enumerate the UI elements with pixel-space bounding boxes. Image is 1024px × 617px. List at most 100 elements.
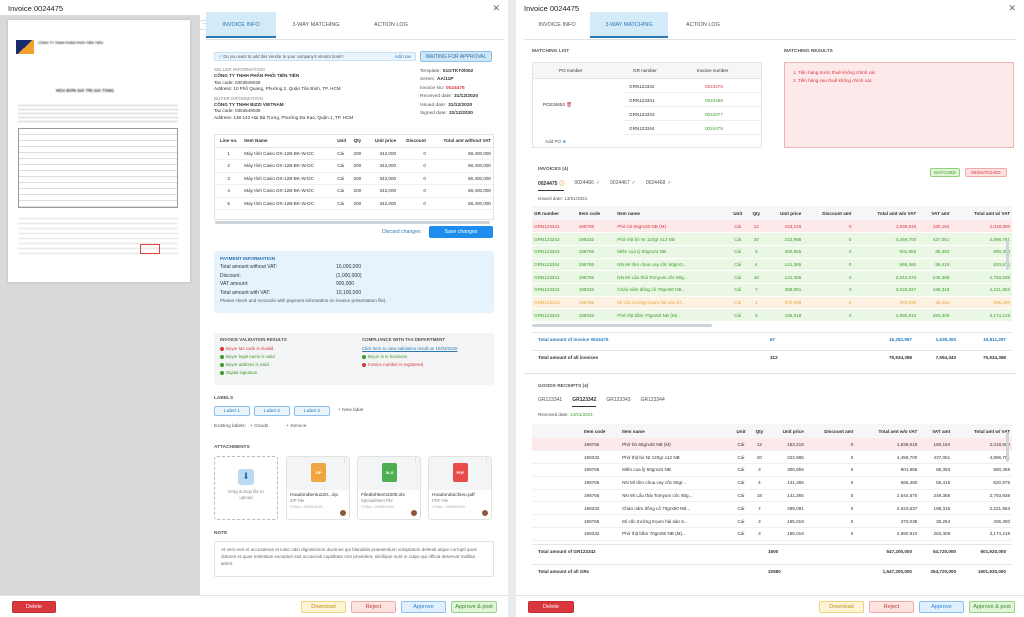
invoice-lines-scrollbar[interactable] [532, 324, 712, 327]
table-row[interactable]: 198332 Phở thịt bằm 70grx50 NB (M)... Cái 3… [532, 528, 1012, 541]
invoice-tab[interactable]: 0024467 ✓ [610, 180, 636, 191]
close-icon[interactable]: ✕ [492, 3, 500, 13]
file-menu-icon[interactable]: ⋮ [413, 458, 418, 464]
invoice-tab-label: 0024475 [538, 181, 558, 187]
save-changes-button[interactable]: Save changes [429, 226, 493, 238]
table-row[interactable]: 198765 Miến cua lý 50grx24 NB Cái 3 300,655 0… [532, 464, 1012, 477]
file-menu-icon[interactable]: ⋮ [484, 458, 489, 464]
table-cell: 2,221,953 [989, 505, 1010, 511]
table-row[interactable]: 5 Máy tính Casio DX-12B-BK-W-DC Cái 200 342,… [215, 197, 493, 210]
invoice-number-link[interactable]: 0024477 [705, 112, 723, 117]
attachment-card[interactable]: PDF ⋮ Hoadondoichieu.pdf PDF File 179kb • 20… [428, 456, 492, 520]
all-invoices-qty: 312 [770, 355, 778, 360]
gr-number: GRN123344 [629, 126, 655, 131]
table-cell: 198332 [578, 287, 595, 293]
attachment-dropzone[interactable]: ⬇ Drag & drop file to upload [214, 456, 278, 520]
invoice-number-link[interactable]: 0024466 [705, 98, 723, 103]
delete-button[interactable]: Delete [12, 601, 56, 613]
table-row[interactable]: GRN123342 198332 Cháo nấm đông cô 70grx50 … [532, 283, 1012, 297]
invoice-number-link[interactable]: 0024478 [705, 126, 723, 131]
table-cell: 0 [423, 188, 426, 194]
table-cell: 2,890,910 [896, 531, 918, 537]
invoice-vertical-scrollbar[interactable] [1006, 240, 1009, 270]
items-scrollbar[interactable] [215, 221, 490, 224]
table-row[interactable]: GRN123343 198765 Miến cua lý 50grx24 NB Cái… [532, 245, 1012, 259]
trash-icon[interactable]: 🗑 [566, 102, 573, 107]
invoice-tab[interactable]: 0024475 ⓘ [538, 180, 565, 191]
table-row[interactable]: 2 Máy tính Casio DX-12B-BK-W-DC Cái 200 342,… [215, 160, 493, 172]
download-button[interactable]: Download [301, 601, 346, 613]
compliance-link[interactable]: Click here to view validation result on … [362, 346, 458, 351]
table-row[interactable]: 198765 NN Mì tôm chua cay cốc 60gr... Cái 4… [532, 476, 1012, 490]
approve-button[interactable]: Approve [401, 601, 446, 613]
table-cell: 1,838,616 [895, 223, 917, 229]
table-row[interactable]: GRN123343 198765 Mì cốc trường trọum hải s… [532, 296, 1012, 309]
tab-action-log[interactable]: ACTION LOG [374, 22, 408, 28]
payment-label: Discount: [220, 272, 241, 279]
reject-button[interactable]: Reject [869, 601, 914, 613]
note-text[interactable]: At vero eos et accusamus et iusto odio d… [214, 541, 494, 577]
table-row[interactable]: 198765 NN Mì Lẩu thái Tomyum cốc 80g... Cá… [532, 489, 1012, 502]
existing-label[interactable]: + Goods [250, 424, 268, 429]
table-row[interactable]: GRN123344 198765 NN Mì tôm chua cay cốc 60… [532, 258, 1012, 271]
goods-receipt-tab[interactable]: GR123341 [538, 397, 563, 403]
meta-value: 0024475 [446, 85, 465, 91]
approve-button[interactable]: Approve [919, 601, 964, 613]
table-cell: 7 [755, 287, 758, 293]
table-cell: 68,400,000 [468, 163, 491, 169]
table-row[interactable]: GRN123343 198332 Phở thịt bằm 70grx50 NB (… [532, 308, 1012, 322]
table-row[interactable]: 1 Máy tính Casio DX-12B-BK-W-DC Cái 200 342,… [215, 147, 493, 160]
approve-post-button[interactable]: Approve & post [969, 601, 1015, 613]
table-cell: Cái [734, 261, 742, 267]
discard-changes-button[interactable]: Discard changes [382, 229, 421, 235]
table-cell: Phở thịt bằm 70grx50 NB (M)... [622, 531, 686, 537]
table-row[interactable]: 4 Máy tính Casio DX-12B-BK-W-DC Cái 200 342,… [215, 185, 493, 197]
new-label-button[interactable]: + New label [338, 406, 363, 416]
tab-action-log[interactable]: ACTION LOG [686, 22, 720, 28]
goods-vertical-scrollbar[interactable] [1006, 432, 1009, 462]
tab-invoice-info[interactable]: INVOICE INFO [538, 22, 576, 28]
table-cell: 406,300 [993, 299, 1010, 305]
table-row[interactable]: GRN123341 198765 Phở bò 65grx30 NB (M) Cái 1… [532, 220, 1012, 233]
file-menu-icon[interactable]: ⋮ [342, 458, 347, 464]
add-po-link[interactable]: Add PO ⊕ [545, 139, 566, 145]
tab-invoice-info[interactable]: INVOICE INFO [206, 12, 276, 38]
label-chip[interactable]: Label 2 [254, 406, 290, 416]
table-row[interactable]: 198332 Phở thịt bò NI 120gr x12 NB Cái 20 22… [532, 451, 1012, 464]
table-row[interactable]: 3 Máy tính Casio DX-12B-BK-W-DC Cái 200 342,… [215, 172, 493, 185]
tabs-divider [524, 39, 1016, 40]
reject-button[interactable]: Reject [351, 601, 396, 613]
ml-divider [623, 106, 761, 107]
validation-item: Buyer legal name is valid [220, 353, 275, 361]
invoice-tab[interactable]: 0024466 ✓ [574, 180, 600, 191]
invoice-number-link[interactable]: 0024475 [705, 84, 723, 89]
attachment-card[interactable]: XLS ⋮ Filedinhkem2205.xls Spreadsheet File 1… [357, 456, 421, 520]
label-chip[interactable]: Label 1 [214, 406, 250, 416]
label-chip[interactable]: Label 3 [294, 406, 330, 416]
table-row[interactable]: 198765 Mì cốc trường trọum hải sản 6... Cá… [532, 515, 1012, 528]
delete-button[interactable]: Delete [528, 601, 574, 613]
invoice-tab[interactable]: 0024468 ✓ [646, 180, 672, 191]
goods-receipt-tab[interactable]: GR123342 [572, 397, 597, 407]
attachment-card[interactable]: ZIP ⋮ Hoadondientu220...zip ZIP File 179kb •… [286, 456, 350, 520]
tab-3-way-matching[interactable]: 3-WAY MATCHING [590, 12, 668, 38]
download-button[interactable]: Download [819, 601, 864, 613]
add-now-link[interactable]: Add now [394, 54, 411, 59]
table-cell: NN Mì Lẩu thái Tomyum cốc 80g... [617, 274, 688, 280]
matching-list-heading: MATCHING LIST [532, 49, 570, 54]
table-row[interactable]: GRN123341 198765 NN Mì Lẩu thái Tomyum cốc… [532, 270, 1012, 284]
table-cell: 2,544,570 [896, 493, 918, 499]
existing-label[interactable]: + Service [286, 424, 306, 429]
invoice-document-preview[interactable]: CÔNG TY TNHH PHÂN PHỐI TIẾN TIẾN HÓA ĐƠN… [8, 20, 190, 282]
po-number[interactable]: PO234653 🗑 [543, 102, 572, 108]
approve-post-button[interactable]: Approve & post [451, 601, 497, 613]
table-row[interactable]: GRN123342 198332 Phở thịt bò NI 120gr x12 … [532, 232, 1012, 246]
table-cell: GRN123341 [534, 223, 560, 229]
table-row[interactable]: 198765 Phở bò 65grx30 NB (M) Cái 12 153,218 0… [532, 438, 1012, 451]
goods-receipt-tab[interactable]: GR123343 [606, 397, 631, 403]
add-item-row[interactable]: Add item⊕ [532, 322, 1012, 323]
table-row[interactable]: 198332 Cháo nấm đông cô 70grx50 NB... Cái 7… [532, 502, 1012, 515]
tab-3-way-matching[interactable]: 3-WAY MATCHING [292, 22, 340, 28]
close-icon[interactable]: ✕ [1008, 3, 1016, 13]
goods-receipt-tab[interactable]: GR123344 [640, 397, 665, 403]
